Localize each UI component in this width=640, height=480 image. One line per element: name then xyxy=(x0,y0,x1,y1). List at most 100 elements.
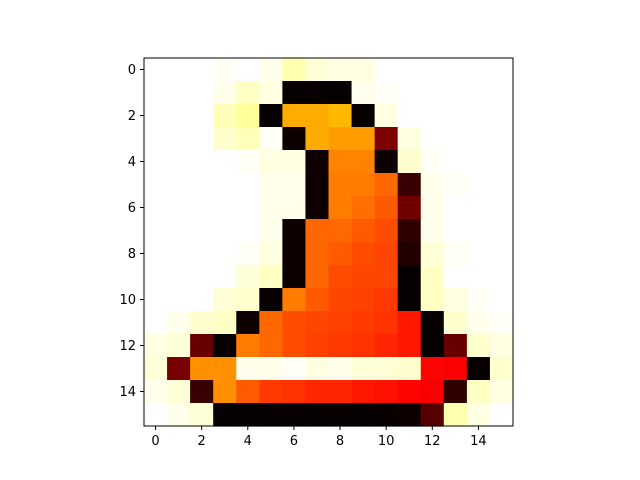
heatmap-cell xyxy=(236,58,260,82)
heatmap-cell xyxy=(282,334,307,358)
heatmap-cell xyxy=(236,104,260,128)
heatmap-cell xyxy=(374,127,399,151)
heatmap-cell xyxy=(259,380,283,404)
heatmap-cell xyxy=(144,288,168,312)
heatmap-cell xyxy=(397,150,422,174)
heatmap-cell xyxy=(397,81,422,105)
heatmap-cell xyxy=(443,380,468,404)
heatmap-cell xyxy=(259,311,283,335)
x-tick-label: 4 xyxy=(244,434,252,449)
heatmap-cell xyxy=(236,403,260,427)
heatmap-cell xyxy=(259,357,283,381)
heatmap-cell xyxy=(374,173,399,197)
heatmap-cell xyxy=(305,242,330,266)
heatmap-cell xyxy=(420,380,445,404)
heatmap-cell xyxy=(305,196,330,220)
heatmap-cell xyxy=(144,196,168,220)
heatmap-cell xyxy=(328,58,353,82)
heatmap-cell xyxy=(466,357,491,381)
heatmap-cell xyxy=(144,380,168,404)
heatmap-cell xyxy=(351,173,376,197)
heatmap-cell xyxy=(397,265,422,289)
heatmap-cell xyxy=(466,196,491,220)
heatmap-cell xyxy=(328,357,353,381)
heatmap-cell xyxy=(144,219,168,243)
heatmap-cell xyxy=(190,311,214,335)
heatmap-cell xyxy=(374,219,399,243)
heatmap-cell xyxy=(420,150,445,174)
heatmap-cell xyxy=(144,242,168,266)
heatmap-cell xyxy=(374,196,399,220)
heatmap-cell xyxy=(374,403,399,427)
heatmap-cell xyxy=(282,311,307,335)
heatmap-cell xyxy=(351,242,376,266)
heatmap-cell xyxy=(144,150,168,174)
heatmap-cell xyxy=(236,288,260,312)
heatmap-cell xyxy=(259,104,283,128)
heatmap-cell xyxy=(443,173,468,197)
heatmap-cell xyxy=(328,81,353,105)
heatmap-cell xyxy=(190,58,214,82)
heatmap-cell xyxy=(420,334,445,358)
heatmap-cell xyxy=(397,403,422,427)
heatmap-cell xyxy=(466,58,491,82)
heatmap-cell xyxy=(374,380,399,404)
heatmap-cell xyxy=(443,196,468,220)
heatmap-cell xyxy=(190,334,214,358)
heatmap-cell xyxy=(397,357,422,381)
heatmap-cell xyxy=(420,265,445,289)
heatmap-cell xyxy=(282,58,307,82)
heatmap-cell xyxy=(190,242,214,266)
heatmap-cell xyxy=(397,380,422,404)
heatmap-cell xyxy=(328,150,353,174)
y-tick-label: 0 xyxy=(128,63,136,78)
heatmap-cell xyxy=(443,357,468,381)
heatmap-cell xyxy=(466,288,491,312)
heatmap-cell xyxy=(236,334,260,358)
heatmap-cell xyxy=(236,380,260,404)
heatmap-cells xyxy=(144,58,514,427)
heatmap-cell xyxy=(305,403,330,427)
heatmap-cell xyxy=(397,173,422,197)
heatmap-cell xyxy=(190,104,214,128)
heatmap-cell xyxy=(282,265,307,289)
heatmap-cell xyxy=(420,219,445,243)
heatmap-cell xyxy=(305,150,330,174)
heatmap-cell xyxy=(259,242,283,266)
y-tick-label: 6 xyxy=(128,201,136,216)
heatmap-cell xyxy=(305,357,330,381)
heatmap-cell xyxy=(420,403,445,427)
heatmap-cell xyxy=(144,173,168,197)
heatmap-cell xyxy=(374,150,399,174)
heatmap-cell xyxy=(259,196,283,220)
heatmap-cell xyxy=(351,380,376,404)
heatmap-cell xyxy=(213,104,237,128)
x-tick-label: 8 xyxy=(336,434,344,449)
heatmap-cell xyxy=(443,288,468,312)
heatmap-cell xyxy=(282,380,307,404)
heatmap-cell xyxy=(443,104,468,128)
heatmap-cell xyxy=(213,288,237,312)
heatmap-cell xyxy=(305,380,330,404)
heatmap-cell xyxy=(259,265,283,289)
heatmap-cell xyxy=(167,242,191,266)
heatmap-cell xyxy=(144,403,168,427)
heatmap-cell xyxy=(190,196,214,220)
heatmap-cell xyxy=(397,196,422,220)
heatmap-cell xyxy=(397,58,422,82)
heatmap-cell xyxy=(374,311,399,335)
heatmap-cell xyxy=(236,357,260,381)
heatmap-cell xyxy=(351,357,376,381)
y-tick-label: 10 xyxy=(119,293,136,308)
heatmap-cell xyxy=(190,380,214,404)
heatmap-cell xyxy=(259,403,283,427)
heatmap-cell xyxy=(190,265,214,289)
heatmap-cell xyxy=(167,81,191,105)
heatmap-cell xyxy=(190,150,214,174)
heatmap-cell xyxy=(144,81,168,105)
heatmap-cell xyxy=(489,58,514,82)
heatmap-cell xyxy=(282,150,307,174)
heatmap-cell xyxy=(443,219,468,243)
heatmap-cell xyxy=(420,288,445,312)
